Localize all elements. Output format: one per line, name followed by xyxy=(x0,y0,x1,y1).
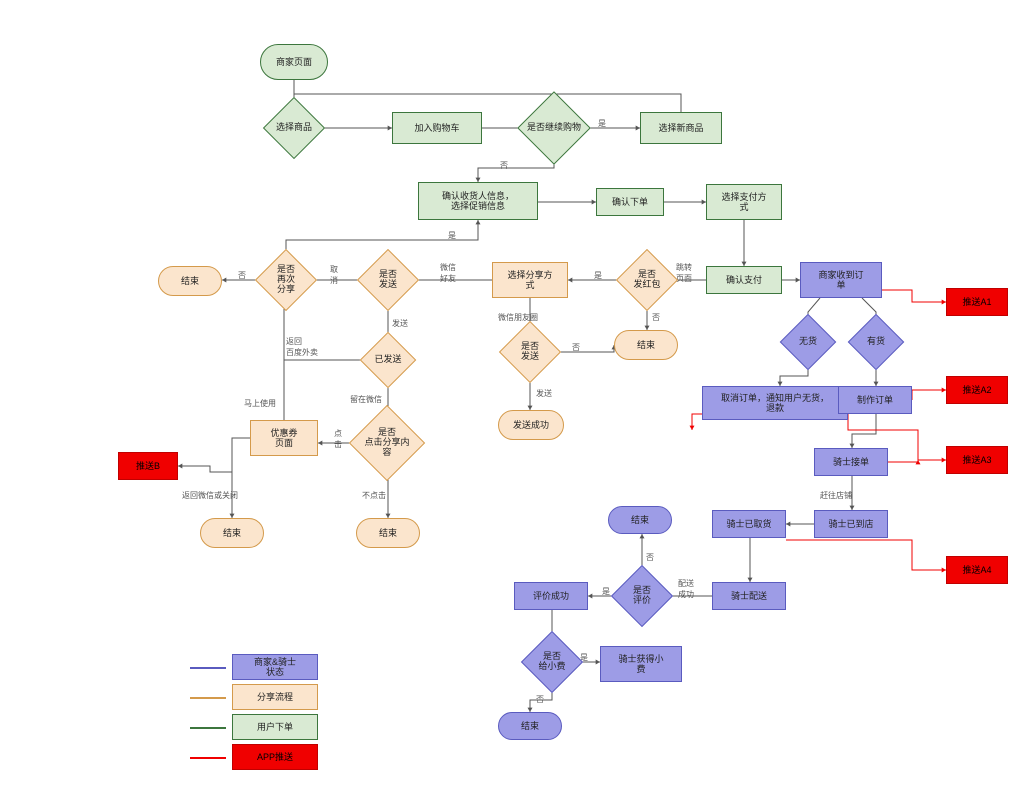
flow-decision: 是否点击分享内容 xyxy=(360,416,414,470)
node-label: 是否发红包 xyxy=(619,252,675,308)
legend-item: APP推送 xyxy=(232,744,318,770)
flow-process: 加入购物车 xyxy=(392,112,482,144)
edge xyxy=(882,290,946,302)
edge-label: 点击 xyxy=(334,428,342,450)
legend-line xyxy=(190,727,226,729)
flowchart-canvas: 是否跳转页面否是微信朋友圈发送否微信好友发送留在微信不点击点击马上使用返回百度外… xyxy=(0,0,1024,792)
flow-process: 骑士接单 xyxy=(814,448,888,476)
node-label: 是否继续购物 xyxy=(522,96,586,160)
edge-label: 是 xyxy=(448,230,456,241)
node-label: 选择商品 xyxy=(266,100,322,156)
flow-process: 选择分享方式 xyxy=(492,262,568,298)
node-label: 是否发送 xyxy=(502,324,558,380)
flow-decision: 是否发送 xyxy=(366,258,410,302)
edge xyxy=(294,94,681,112)
legend-line xyxy=(190,757,226,759)
edge-label: 跳转页面 xyxy=(676,262,692,284)
edge xyxy=(552,345,614,352)
edge-label: 返回微信或关闭 xyxy=(182,490,238,501)
flow-decision: 是否给小费 xyxy=(530,640,574,684)
node-label: 是否给小费 xyxy=(524,634,580,690)
flow-process: 骑士获得小费 xyxy=(600,646,682,682)
edge-label: 不点击 xyxy=(362,490,386,501)
node-label: 是否发送 xyxy=(360,252,416,308)
flow-process: 商家收到订单 xyxy=(800,262,882,298)
node-label: 无货 xyxy=(782,316,834,368)
edge-label: 否 xyxy=(536,694,544,705)
edge-label: 取消 xyxy=(330,264,338,286)
edge-label: 马上使用 xyxy=(244,398,276,409)
flow-decision: 选择商品 xyxy=(272,106,316,150)
flow-process: 推送A2 xyxy=(946,376,1008,404)
edge-label: 否 xyxy=(646,552,654,563)
flow-process: 确认收货人信息，选择促销信息 xyxy=(418,182,538,220)
flow-terminator: 结束 xyxy=(608,506,672,534)
edge-label: 否 xyxy=(652,312,660,323)
edge xyxy=(888,460,918,462)
flow-process: 确认下单 xyxy=(596,188,664,216)
edge-label: 否 xyxy=(238,270,246,281)
flow-terminator: 商家页面 xyxy=(260,44,328,80)
flow-process: 推送A4 xyxy=(946,556,1008,584)
edge xyxy=(178,466,232,490)
flow-terminator: 结束 xyxy=(498,712,562,740)
flow-process: 骑士已取货 xyxy=(712,510,786,538)
node-label: 是否点击分享内容 xyxy=(354,410,420,476)
flow-decision: 已发送 xyxy=(368,340,408,380)
edge-label: 是 xyxy=(602,586,610,597)
flow-process: 推送B xyxy=(118,452,178,480)
node-label: 是否评价 xyxy=(614,568,670,624)
legend-line xyxy=(190,697,226,699)
edge-label: 微信好友 xyxy=(440,262,456,284)
flow-decision: 是否再次分享 xyxy=(264,258,308,302)
legend-item: 用户下单 xyxy=(232,714,318,740)
flow-decision: 是否发送 xyxy=(508,330,552,374)
edge-label: 赶往店铺 xyxy=(820,490,852,501)
edge-label: 发送 xyxy=(392,318,408,329)
node-label: 是否再次分享 xyxy=(258,252,314,308)
flow-terminator: 结束 xyxy=(356,518,420,548)
edge-label: 否 xyxy=(572,342,580,353)
node-label: 有货 xyxy=(850,316,902,368)
flow-process: 评价成功 xyxy=(514,582,588,610)
edge-label: 是 xyxy=(598,118,606,129)
legend-line xyxy=(190,667,226,669)
edge-label: 返回百度外卖 xyxy=(286,336,318,358)
edge xyxy=(912,390,946,400)
edge xyxy=(786,540,946,570)
flow-process: 选择支付方式 xyxy=(706,184,782,220)
flow-process: 取消订单，通知用户无货，退款 xyxy=(702,386,848,420)
flow-decision: 是否评价 xyxy=(620,574,664,618)
edge-label: 否 xyxy=(500,160,508,171)
flow-process: 推送A1 xyxy=(946,288,1008,316)
edge-label: 发送 xyxy=(536,388,552,399)
flow-decision: 有货 xyxy=(856,322,896,362)
flow-process: 推送A3 xyxy=(946,446,1008,474)
flow-decision: 无货 xyxy=(788,322,828,362)
edge xyxy=(692,414,702,430)
flow-process: 制作订单 xyxy=(838,386,912,414)
flow-decision: 是否发红包 xyxy=(625,258,669,302)
flow-terminator: 结束 xyxy=(614,330,678,360)
edge xyxy=(232,438,250,518)
flow-terminator: 结束 xyxy=(158,266,222,296)
legend-item: 商家&骑士状态 xyxy=(232,654,318,680)
flow-process: 骑士配送 xyxy=(712,582,786,610)
edge xyxy=(852,414,876,448)
flow-process: 选择新商品 xyxy=(640,112,722,144)
flow-process: 确认支付 xyxy=(706,266,782,294)
legend-item: 分享流程 xyxy=(232,684,318,710)
flow-terminator: 发送成功 xyxy=(498,410,564,440)
flow-process: 优惠券页面 xyxy=(250,420,318,456)
node-label: 已发送 xyxy=(362,334,414,386)
edge-label: 是 xyxy=(594,270,602,281)
edge-label: 留在微信 xyxy=(350,394,382,405)
edge-label: 配送成功 xyxy=(678,578,694,600)
flow-process: 骑士已到店 xyxy=(814,510,888,538)
edge-label: 微信朋友圈 xyxy=(498,312,538,323)
flow-decision: 是否继续购物 xyxy=(528,102,580,154)
flow-terminator: 结束 xyxy=(200,518,264,548)
